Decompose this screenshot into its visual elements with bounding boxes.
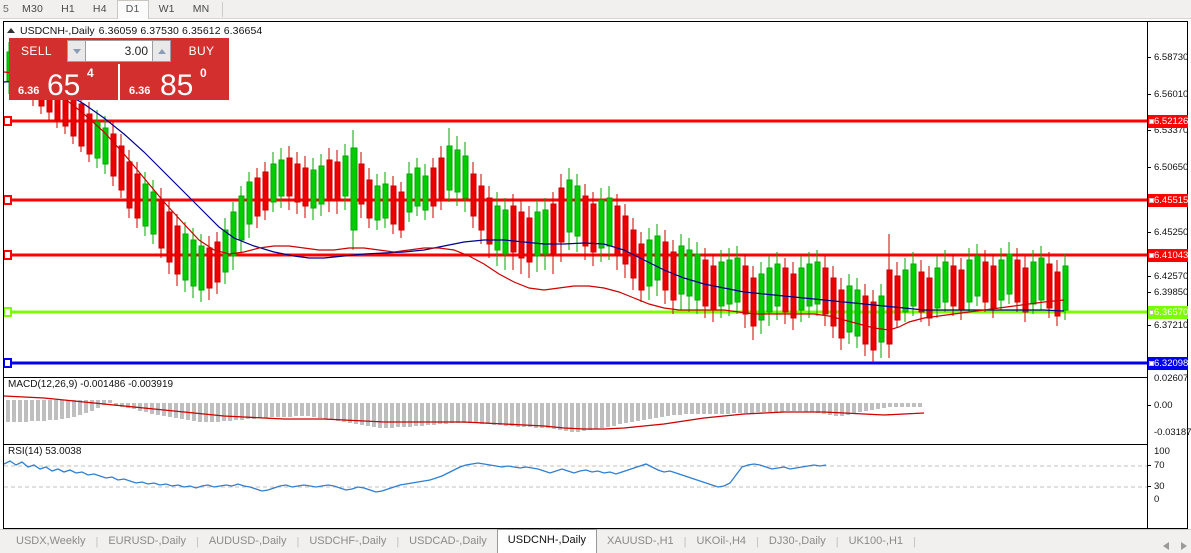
ma-fast-line bbox=[4, 71, 1065, 331]
scroll-left-icon[interactable] bbox=[1163, 542, 1169, 550]
ma-slow-line bbox=[4, 79, 1065, 312]
rsi-line bbox=[4, 460, 827, 493]
tab-usdcad-daily[interactable]: USDCAD-,Daily bbox=[409, 535, 487, 547]
sell-button[interactable]: SELL bbox=[9, 38, 64, 64]
price-badge-bid[interactable]: 6.36570 bbox=[1148, 306, 1188, 319]
chart-header: USDCNH-,Daily 6.36059 6.37530 6.35612 6.… bbox=[7, 24, 262, 37]
tab-dj30-daily[interactable]: DJ30-,Daily bbox=[768, 535, 826, 547]
axis-tick: 6.39850 bbox=[1148, 287, 1188, 299]
sell-price-sup: 4 bbox=[87, 66, 94, 80]
sell-price-big: 65 bbox=[47, 69, 81, 100]
rsi-axis-tick: 0 bbox=[1154, 494, 1160, 505]
volume-stepper[interactable]: 3.00 bbox=[64, 38, 174, 64]
price-badge-resistance-1[interactable]: 6.52126 bbox=[1148, 115, 1188, 128]
price-badge-resistance-2[interactable]: 6.45515 bbox=[1148, 194, 1188, 207]
chevron-down-icon bbox=[72, 48, 81, 54]
macd-axis-tick: -0.031872 bbox=[1154, 427, 1191, 438]
macd-histogram bbox=[6, 400, 922, 432]
tab-divider: | bbox=[296, 536, 300, 548]
level-anchors bbox=[4, 116, 12, 368]
axis-tick: 6.58730 bbox=[1148, 52, 1188, 64]
axis-tick: 6.37210 bbox=[1148, 320, 1188, 332]
tab-divider: | bbox=[683, 536, 687, 548]
rsi-chart-svg bbox=[4, 460, 1149, 493]
tab-ukoil-h4[interactable]: UKOil-,H4 bbox=[696, 535, 747, 547]
price-badge-support[interactable]: 6.32098 bbox=[1148, 357, 1188, 370]
tab-divider: | bbox=[913, 536, 916, 548]
price-axis[interactable]: 6.58730 6.56010 6.53370 6.50650 6.47930 … bbox=[1147, 22, 1191, 528]
timeframe-m5[interactable]: 5 bbox=[3, 2, 10, 15]
timeframe-toolbar: 5 M30 H1 H4 D1 W1 MN bbox=[0, 0, 1191, 19]
trade-panel-price-row: 6.36 65 4 6.36 85 0 bbox=[9, 64, 229, 100]
chart-symbol-label: USDCNH-,Daily bbox=[20, 24, 95, 37]
buy-button[interactable]: BUY bbox=[174, 38, 229, 64]
price-pane[interactable] bbox=[4, 22, 1149, 376]
sell-price-display[interactable]: 6.36 65 4 bbox=[9, 64, 118, 100]
chevron-up-icon bbox=[157, 48, 166, 54]
macd-axis-tick: 0.02607 bbox=[1154, 373, 1189, 384]
axis-tick: 6.42570 bbox=[1148, 271, 1188, 283]
axis-tick: 6.56010 bbox=[1148, 89, 1188, 101]
collapse-triangle-icon[interactable] bbox=[7, 28, 15, 33]
tab-divider: | bbox=[396, 536, 400, 548]
tab-uk100-h1[interactable]: UK100-,H1 bbox=[848, 535, 904, 547]
rsi-axis-tick: 30 bbox=[1148, 481, 1188, 493]
chart-tab-bar: USDX,Weekly | EURUSD-,Daily | AUDUSD-,Da… bbox=[0, 529, 1191, 553]
volume-increase-button[interactable] bbox=[152, 40, 171, 62]
macd-pane[interactable]: MACD(12,26,9) -0.001486 -0.003919 bbox=[4, 377, 1149, 443]
timeframe-mn[interactable]: MN bbox=[192, 2, 210, 15]
buy-price-sup: 0 bbox=[200, 66, 207, 80]
macd-chart-svg bbox=[4, 395, 925, 432]
timeframe-h4[interactable]: H4 bbox=[92, 2, 107, 15]
trade-panel-top-row: SELL 3.00 BUY bbox=[9, 38, 229, 64]
chart-window: USDCNH-,Daily 6.36059 6.37530 6.35612 6.… bbox=[3, 21, 1191, 529]
sell-price-prefix: 6.36 bbox=[18, 85, 40, 97]
tab-usdcnh-daily[interactable]: USDCNH-,Daily bbox=[496, 529, 598, 553]
tab-scroll-controls[interactable] bbox=[1163, 542, 1187, 550]
buy-price-display[interactable]: 6.36 85 0 bbox=[120, 64, 229, 100]
axis-tick: 6.50650 bbox=[1148, 162, 1188, 174]
tab-divider: | bbox=[756, 536, 759, 548]
timeframe-m30[interactable]: M30 bbox=[22, 2, 44, 15]
rsi-axis-tick: 100 bbox=[1154, 446, 1170, 457]
timeframe-h1[interactable]: H1 bbox=[61, 2, 75, 15]
price-badge-resistance-3[interactable]: 6.41043 bbox=[1148, 249, 1188, 262]
axis-tick: 6.53370 bbox=[1148, 125, 1188, 137]
one-click-trading-panel[interactable]: SELL 3.00 BUY 6.36 65 4 6.36 85 0 bbox=[9, 38, 229, 100]
tab-xauusd-h1[interactable]: XAUUSD-,H1 bbox=[607, 535, 674, 547]
buy-price-prefix: 6.36 bbox=[129, 85, 151, 97]
tab-eurusd-daily[interactable]: EURUSD-,Daily bbox=[108, 535, 186, 547]
price-chart-svg bbox=[4, 38, 1149, 368]
tab-divider: | bbox=[835, 536, 839, 548]
rsi-axis-tick: 70 bbox=[1148, 460, 1188, 472]
volume-decrease-button[interactable] bbox=[67, 40, 86, 62]
scroll-right-icon[interactable] bbox=[1181, 542, 1187, 550]
volume-input[interactable]: 3.00 bbox=[86, 40, 152, 62]
macd-axis-tick: 0.00 bbox=[1148, 400, 1188, 412]
timeframe-w1[interactable]: W1 bbox=[158, 2, 175, 15]
rsi-pane[interactable]: RSI(14) 53.0038 bbox=[4, 444, 1149, 508]
macd-signal-line bbox=[4, 395, 925, 430]
buy-price-big: 85 bbox=[160, 69, 194, 100]
tab-usdx-weekly[interactable]: USDX,Weekly bbox=[16, 535, 86, 547]
tab-usdchf-daily[interactable]: USDCHF-,Daily bbox=[309, 535, 387, 547]
axis-tick: 6.45250 bbox=[1148, 227, 1188, 239]
timeframe-d1[interactable]: D1 bbox=[116, 0, 149, 19]
toolbar-divider bbox=[222, 1, 224, 17]
rsi-label: RSI(14) 53.0038 bbox=[8, 446, 82, 457]
chart-ohlc-label: 6.36059 6.37530 6.35612 6.36654 bbox=[98, 24, 263, 37]
tab-audusd-daily[interactable]: AUDUSD-,Daily bbox=[208, 535, 287, 547]
macd-label: MACD(12,26,9) -0.001486 -0.003919 bbox=[8, 379, 174, 390]
tab-divider: | bbox=[195, 536, 199, 548]
tab-divider: | bbox=[95, 536, 99, 548]
